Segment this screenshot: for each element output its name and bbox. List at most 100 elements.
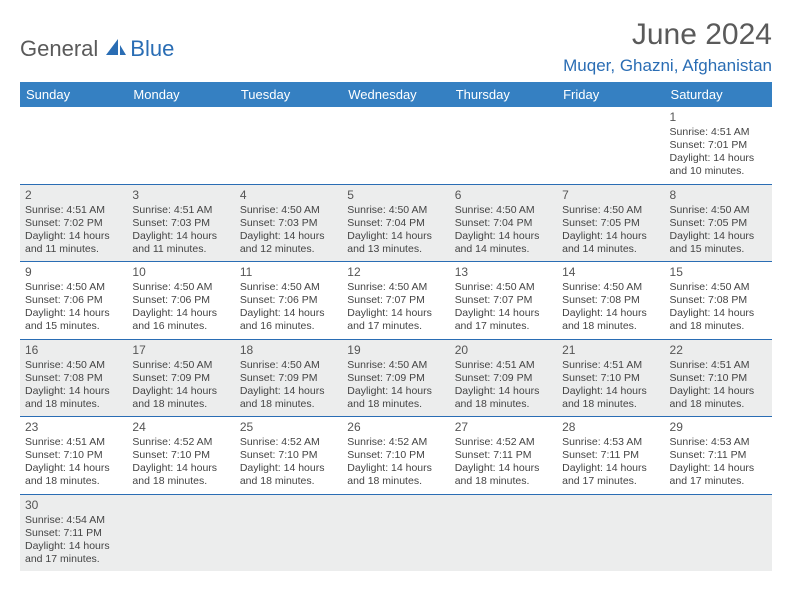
daylight-text: Daylight: 14 hours <box>240 230 337 243</box>
sunset-text: Sunset: 7:06 PM <box>25 294 122 307</box>
calendar-day: 26Sunrise: 4:52 AMSunset: 7:10 PMDayligh… <box>342 417 449 495</box>
sunset-text: Sunset: 7:11 PM <box>25 527 122 540</box>
sunrise-text: Sunrise: 4:50 AM <box>562 204 659 217</box>
calendar-week: 2Sunrise: 4:51 AMSunset: 7:02 PMDaylight… <box>20 184 772 262</box>
calendar-day: 7Sunrise: 4:50 AMSunset: 7:05 PMDaylight… <box>557 184 664 262</box>
daylight-text: Daylight: 14 hours <box>670 385 767 398</box>
sunset-text: Sunset: 7:06 PM <box>240 294 337 307</box>
day-number: 23 <box>25 420 122 435</box>
sunset-text: Sunset: 7:03 PM <box>240 217 337 230</box>
calendar-day: 11Sunrise: 4:50 AMSunset: 7:06 PMDayligh… <box>235 262 342 340</box>
day-header: Sunday <box>20 82 127 107</box>
day-number: 30 <box>25 498 122 513</box>
calendar-day-empty <box>342 494 449 571</box>
daylight-text: and 18 minutes. <box>25 398 122 411</box>
sunrise-text: Sunrise: 4:51 AM <box>25 204 122 217</box>
calendar-day: 18Sunrise: 4:50 AMSunset: 7:09 PMDayligh… <box>235 339 342 417</box>
sunset-text: Sunset: 7:10 PM <box>240 449 337 462</box>
daylight-text: Daylight: 14 hours <box>25 307 122 320</box>
daylight-text: Daylight: 14 hours <box>132 385 229 398</box>
daylight-text: and 18 minutes. <box>670 398 767 411</box>
daylight-text: and 18 minutes. <box>25 475 122 488</box>
daylight-text: and 17 minutes. <box>670 475 767 488</box>
daylight-text: Daylight: 14 hours <box>25 540 122 553</box>
day-number: 28 <box>562 420 659 435</box>
sunset-text: Sunset: 7:05 PM <box>670 217 767 230</box>
calendar-day: 6Sunrise: 4:50 AMSunset: 7:04 PMDaylight… <box>450 184 557 262</box>
daylight-text: Daylight: 14 hours <box>455 462 552 475</box>
sunrise-text: Sunrise: 4:50 AM <box>347 281 444 294</box>
day-number: 6 <box>455 188 552 203</box>
daylight-text: Daylight: 14 hours <box>670 230 767 243</box>
sunset-text: Sunset: 7:04 PM <box>347 217 444 230</box>
day-number: 29 <box>670 420 767 435</box>
daylight-text: Daylight: 14 hours <box>25 462 122 475</box>
calendar-day: 25Sunrise: 4:52 AMSunset: 7:10 PMDayligh… <box>235 417 342 495</box>
sunset-text: Sunset: 7:09 PM <box>455 372 552 385</box>
sunset-text: Sunset: 7:09 PM <box>132 372 229 385</box>
daylight-text: and 18 minutes. <box>347 475 444 488</box>
calendar-day: 12Sunrise: 4:50 AMSunset: 7:07 PMDayligh… <box>342 262 449 340</box>
daylight-text: and 15 minutes. <box>25 320 122 333</box>
daylight-text: Daylight: 14 hours <box>670 307 767 320</box>
daylight-text: and 17 minutes. <box>25 553 122 566</box>
calendar-day: 28Sunrise: 4:53 AMSunset: 7:11 PMDayligh… <box>557 417 664 495</box>
calendar-day-empty <box>127 107 234 184</box>
sunset-text: Sunset: 7:09 PM <box>347 372 444 385</box>
sunrise-text: Sunrise: 4:50 AM <box>132 281 229 294</box>
daylight-text: Daylight: 14 hours <box>562 230 659 243</box>
calendar-week: 30Sunrise: 4:54 AMSunset: 7:11 PMDayligh… <box>20 494 772 571</box>
calendar-day: 3Sunrise: 4:51 AMSunset: 7:03 PMDaylight… <box>127 184 234 262</box>
daylight-text: Daylight: 14 hours <box>455 307 552 320</box>
calendar-day: 27Sunrise: 4:52 AMSunset: 7:11 PMDayligh… <box>450 417 557 495</box>
sunset-text: Sunset: 7:10 PM <box>670 372 767 385</box>
day-number: 25 <box>240 420 337 435</box>
daylight-text: Daylight: 14 hours <box>132 230 229 243</box>
calendar-day-empty <box>665 494 772 571</box>
calendar-day: 10Sunrise: 4:50 AMSunset: 7:06 PMDayligh… <box>127 262 234 340</box>
sunset-text: Sunset: 7:01 PM <box>670 139 767 152</box>
daylight-text: and 18 minutes. <box>455 398 552 411</box>
day-number: 27 <box>455 420 552 435</box>
sunset-text: Sunset: 7:10 PM <box>347 449 444 462</box>
daylight-text: and 13 minutes. <box>347 243 444 256</box>
daylight-text: Daylight: 14 hours <box>562 307 659 320</box>
daylight-text: Daylight: 14 hours <box>347 230 444 243</box>
sunrise-text: Sunrise: 4:50 AM <box>455 281 552 294</box>
daylight-text: and 15 minutes. <box>670 243 767 256</box>
calendar-day: 1Sunrise: 4:51 AMSunset: 7:01 PMDaylight… <box>665 107 772 184</box>
daylight-text: Daylight: 14 hours <box>347 307 444 320</box>
daylight-text: and 11 minutes. <box>132 243 229 256</box>
sunset-text: Sunset: 7:11 PM <box>562 449 659 462</box>
calendar-day: 19Sunrise: 4:50 AMSunset: 7:09 PMDayligh… <box>342 339 449 417</box>
sunset-text: Sunset: 7:04 PM <box>455 217 552 230</box>
calendar-day: 17Sunrise: 4:50 AMSunset: 7:09 PMDayligh… <box>127 339 234 417</box>
daylight-text: and 18 minutes. <box>347 398 444 411</box>
calendar-day-empty <box>20 107 127 184</box>
calendar-day: 29Sunrise: 4:53 AMSunset: 7:11 PMDayligh… <box>665 417 772 495</box>
logo-text-blue: Blue <box>130 36 174 62</box>
calendar-week: 23Sunrise: 4:51 AMSunset: 7:10 PMDayligh… <box>20 417 772 495</box>
sunset-text: Sunset: 7:11 PM <box>670 449 767 462</box>
daylight-text: Daylight: 14 hours <box>670 462 767 475</box>
day-header: Thursday <box>450 82 557 107</box>
sunset-text: Sunset: 7:07 PM <box>455 294 552 307</box>
daylight-text: Daylight: 14 hours <box>670 152 767 165</box>
daylight-text: Daylight: 14 hours <box>25 230 122 243</box>
day-number: 5 <box>347 188 444 203</box>
day-number: 7 <box>562 188 659 203</box>
calendar-day: 14Sunrise: 4:50 AMSunset: 7:08 PMDayligh… <box>557 262 664 340</box>
day-number: 19 <box>347 343 444 358</box>
day-header: Saturday <box>665 82 772 107</box>
day-number: 21 <box>562 343 659 358</box>
calendar-day: 5Sunrise: 4:50 AMSunset: 7:04 PMDaylight… <box>342 184 449 262</box>
day-number: 20 <box>455 343 552 358</box>
sunset-text: Sunset: 7:08 PM <box>670 294 767 307</box>
daylight-text: Daylight: 14 hours <box>347 462 444 475</box>
sunrise-text: Sunrise: 4:52 AM <box>132 436 229 449</box>
sunset-text: Sunset: 7:02 PM <box>25 217 122 230</box>
daylight-text: Daylight: 14 hours <box>347 385 444 398</box>
sunrise-text: Sunrise: 4:51 AM <box>25 436 122 449</box>
daylight-text: and 18 minutes. <box>562 398 659 411</box>
daylight-text: and 18 minutes. <box>562 320 659 333</box>
